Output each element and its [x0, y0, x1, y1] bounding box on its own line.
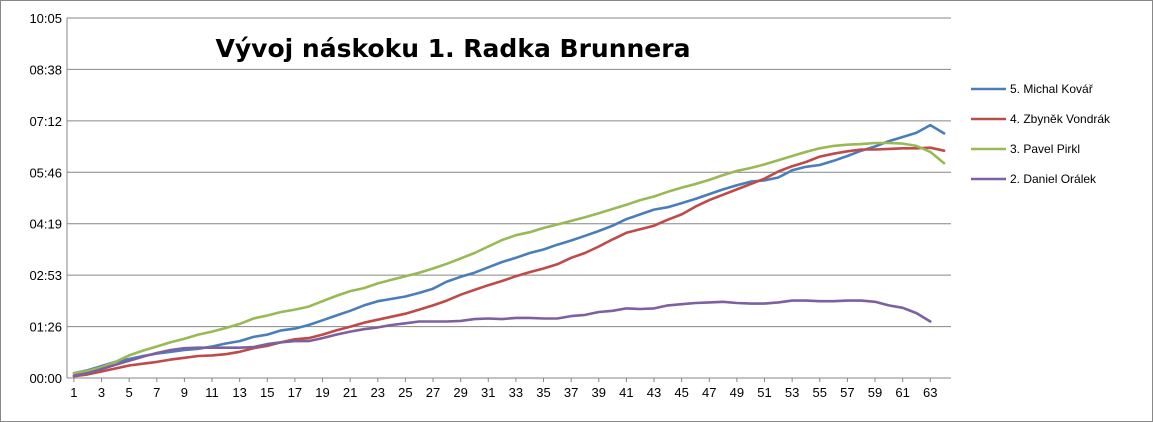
- series-line-2: [72, 146, 946, 378]
- x-tick-label: 9: [181, 385, 188, 400]
- y-tick-label: 10:05: [29, 11, 62, 26]
- x-tick-label: 3: [98, 385, 105, 400]
- x-tick-label: 27: [426, 385, 440, 400]
- gridlines: [67, 17, 951, 328]
- x-tick-label: 45: [674, 385, 688, 400]
- x-tick-label: 7: [153, 385, 160, 400]
- legend-label: 5. Michal Kovář: [1010, 82, 1094, 96]
- series-line-1: [72, 123, 946, 375]
- legend-item: 2. Daniel Orálek: [971, 172, 1097, 186]
- x-tick-label: 59: [868, 385, 882, 400]
- x-tick-label: 51: [757, 385, 771, 400]
- legend-label: 2. Daniel Orálek: [1010, 172, 1097, 186]
- chart-title: Vývoj náskoku 1. Radka Brunnera: [216, 34, 691, 63]
- x-tick-label: 53: [785, 385, 799, 400]
- y-tick-label: 05:46: [29, 165, 62, 180]
- y-tick-label: 04:19: [29, 217, 62, 232]
- legend-label: 4. Zbyněk Vondrák: [1010, 112, 1111, 126]
- x-tick-label: 47: [702, 385, 716, 400]
- y-tick-label: 08:38: [29, 62, 62, 77]
- series-lines: [72, 123, 946, 378]
- x-axis-tick-labels: 1 3 5 7 9 11 13 15 17 19 21 23 25 27 29 31 33 35 37 39 41 43 4…: [70, 385, 937, 400]
- y-tick-label: 02:53: [29, 268, 62, 283]
- legend-label: 3. Pavel Pirkl: [1010, 142, 1080, 156]
- x-tick-label: 25: [398, 385, 412, 400]
- x-tick-label: 37: [564, 385, 578, 400]
- y-tick-label: 00:00: [29, 371, 62, 386]
- axes: [66, 18, 951, 382]
- x-tick-label: 1: [70, 385, 77, 400]
- y-tick-label: 07:12: [29, 114, 62, 129]
- legend: 5. Michal Kovář 4. Zbyněk Vondrák 3. Pavel…: [971, 82, 1111, 186]
- y-tick-label: 01:26: [29, 320, 62, 335]
- x-tick-label: 11: [205, 385, 219, 400]
- x-tick-label: 13: [232, 385, 246, 400]
- x-tick-label: 21: [343, 385, 357, 400]
- y-axis-tick-labels: 00:00 01:26 02:53 04:19 05:46 07:12 08:38 10:05: [29, 11, 62, 386]
- x-tick-label: 63: [923, 385, 937, 400]
- x-tick-label: 23: [371, 385, 385, 400]
- legend-item: 3. Pavel Pirkl: [971, 142, 1080, 156]
- x-tick-label: 5: [126, 385, 133, 400]
- x-tick-label: 15: [260, 385, 274, 400]
- x-tick-label: 39: [592, 385, 606, 400]
- x-tick-label: 61: [895, 385, 909, 400]
- x-tick-label: 57: [840, 385, 854, 400]
- x-tick-label: 35: [536, 385, 550, 400]
- legend-item: 4. Zbyněk Vondrák: [971, 112, 1111, 126]
- x-tick-label: 49: [730, 385, 744, 400]
- x-tick-label: 29: [453, 385, 467, 400]
- series-line-4: [72, 299, 932, 377]
- x-tick-label: 33: [509, 385, 523, 400]
- legend-item: 5. Michal Kovář: [971, 82, 1094, 96]
- x-tick-label: 19: [315, 385, 329, 400]
- x-tick-label: 43: [647, 385, 661, 400]
- x-tick-label: 55: [813, 385, 827, 400]
- x-tick-label: 41: [619, 385, 633, 400]
- series-line-3: [72, 141, 946, 375]
- x-tick-label: 17: [288, 385, 302, 400]
- x-tick-label: 31: [481, 385, 495, 400]
